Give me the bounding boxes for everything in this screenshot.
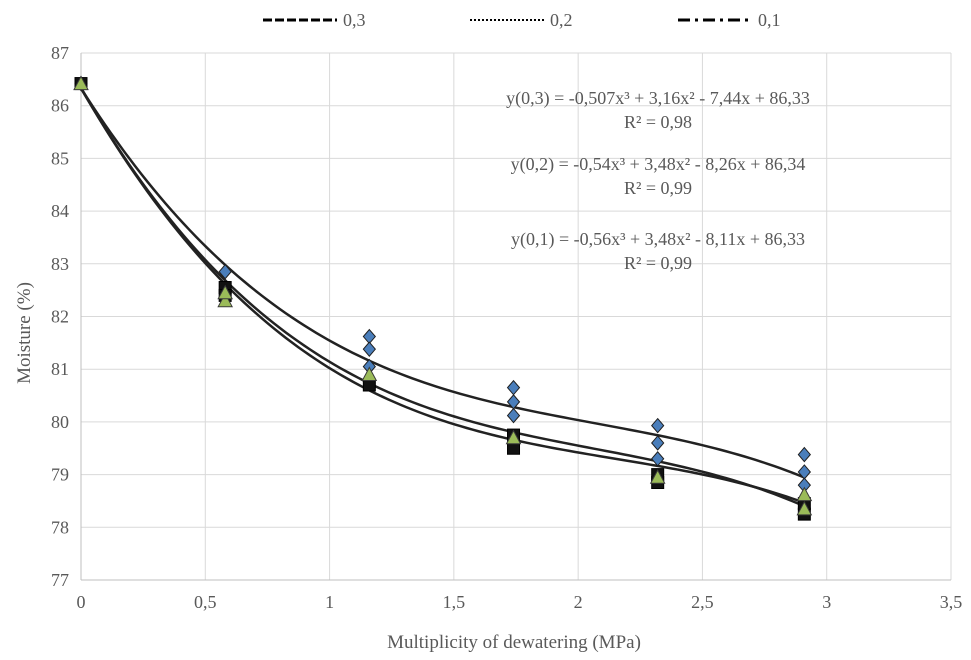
- legend-label: 0,3: [343, 10, 366, 30]
- equations: y(0,3) = -0,507x³ + 3,16x² - 7,44x + 86,…: [506, 88, 810, 273]
- trend-equation: y(0,3) = -0,507x³ + 3,16x² - 7,44x + 86,…: [506, 88, 810, 109]
- trend-curves: [79, 87, 805, 508]
- y-axis-title: Moisture (%): [14, 282, 35, 384]
- triangle-point: [796, 486, 813, 502]
- diamond-point: [506, 379, 521, 396]
- diamond-point: [218, 263, 232, 280]
- triangle-point: [217, 284, 234, 300]
- y-tick-label: 79: [51, 465, 69, 485]
- data-points: [73, 75, 813, 521]
- trend-equation: y(0,2) = -0,54x³ + 3,48x² - 8,26x + 86,3…: [511, 154, 806, 175]
- x-tick-label: 2: [574, 592, 583, 612]
- y-tick-label: 86: [51, 96, 69, 116]
- x-tick-label: 1,5: [443, 592, 466, 612]
- triangle-point: [217, 292, 234, 308]
- y-tick-label: 84: [51, 201, 69, 221]
- legend-label: 0,2: [550, 10, 573, 30]
- trend-curve-0-1: [79, 87, 805, 508]
- trend-equation: y(0,1) = -0,56x³ + 3,48x² - 8,11x + 86,3…: [511, 229, 805, 250]
- legend-label: 0,1: [758, 10, 781, 30]
- triangle-point: [796, 500, 813, 516]
- x-tick-label: 0: [77, 592, 86, 612]
- diamond-point: [651, 451, 665, 467]
- diamond-point: [506, 407, 521, 424]
- y-tick-label: 77: [51, 570, 69, 590]
- axes: [80, 53, 951, 581]
- triangle-point: [649, 469, 666, 484]
- diamond-point: [651, 417, 665, 434]
- y-tick-label: 87: [51, 43, 69, 63]
- y-tick-label: 85: [51, 148, 69, 168]
- legend: 0,3 0,2 0,1: [263, 10, 781, 30]
- y-tick-label: 83: [51, 254, 69, 274]
- tick-labels: 77 78 79 80 81 82 83 84 85 86 87 0 0,5 1 1,5 2 2,5 3 3,5: [51, 43, 962, 612]
- x-tick-label: 2,5: [691, 592, 714, 612]
- x-axis-title: Multiplicity of dewatering (MPa): [387, 632, 641, 653]
- y-tick-label: 81: [51, 359, 69, 379]
- y-tick-label: 78: [51, 517, 69, 537]
- diamond-point: [362, 341, 377, 357]
- triangle-point: [505, 429, 522, 445]
- x-tick-label: 3: [822, 592, 831, 612]
- trend-curve-0-3: [79, 87, 805, 479]
- y-tick-label: 82: [51, 307, 69, 327]
- x-tick-label: 1: [325, 592, 334, 612]
- x-tick-label: 3,5: [940, 592, 963, 612]
- triangle-point: [73, 75, 89, 91]
- y-tick-label: 80: [51, 412, 69, 432]
- trend-r-squared: R² = 0,98: [624, 112, 692, 132]
- diamond-point: [651, 435, 665, 451]
- triangle-point: [361, 366, 378, 381]
- x-tick-label: 0,5: [194, 592, 217, 612]
- trend-curve-0-2: [79, 87, 805, 504]
- trend-r-squared: R² = 0,99: [624, 178, 692, 198]
- diamond-point: [797, 446, 812, 463]
- gridlines: [81, 52, 952, 580]
- trend-r-squared: R² = 0,99: [624, 253, 692, 273]
